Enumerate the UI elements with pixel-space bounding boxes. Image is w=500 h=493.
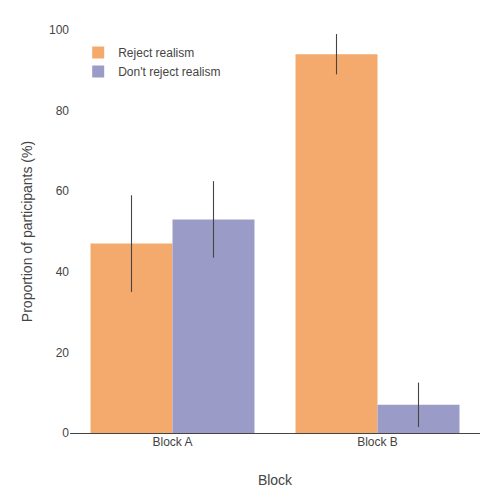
svg-text:100: 100 — [49, 23, 69, 37]
svg-text:20: 20 — [56, 346, 70, 360]
svg-text:Block A: Block A — [152, 435, 192, 449]
svg-text:80: 80 — [56, 104, 70, 118]
svg-text:Don't reject realism: Don't reject realism — [118, 65, 220, 79]
svg-text:60: 60 — [56, 184, 70, 198]
svg-text:Reject realism: Reject realism — [118, 46, 194, 60]
svg-text:Block: Block — [258, 472, 293, 488]
svg-text:0: 0 — [62, 426, 69, 440]
svg-text:Proportion of participants (%): Proportion of participants (%) — [19, 141, 35, 322]
svg-text:Block B: Block B — [357, 435, 398, 449]
svg-text:40: 40 — [56, 265, 70, 279]
